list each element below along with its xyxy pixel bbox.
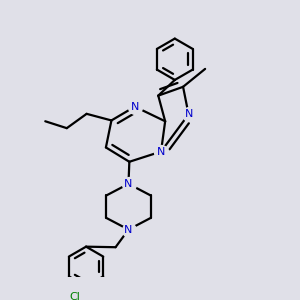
Text: N: N	[124, 225, 133, 235]
Text: N: N	[184, 110, 193, 119]
Text: N: N	[131, 102, 139, 112]
Text: N: N	[157, 147, 165, 157]
Text: N: N	[124, 179, 133, 189]
Text: Cl: Cl	[70, 292, 80, 300]
